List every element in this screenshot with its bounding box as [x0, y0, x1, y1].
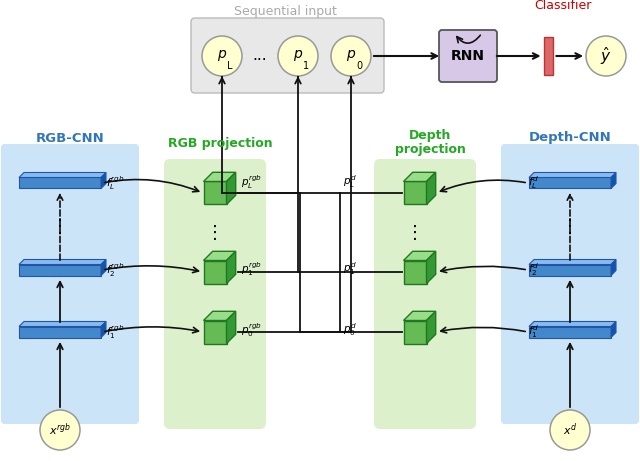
Bar [19, 177, 101, 189]
Polygon shape [204, 251, 236, 260]
Polygon shape [227, 251, 236, 284]
Text: $p_L^{d}$: $p_L^{d}$ [343, 174, 356, 190]
Text: $x^{rgb}$: $x^{rgb}$ [49, 422, 71, 438]
Bar [19, 326, 101, 337]
Text: $\hat{y}$: $\hat{y}$ [600, 45, 612, 67]
Polygon shape [426, 311, 436, 343]
Polygon shape [101, 260, 106, 276]
FancyBboxPatch shape [1, 144, 139, 424]
Text: ⋮: ⋮ [406, 224, 424, 242]
Bar [543, 37, 552, 75]
Bar [529, 326, 611, 337]
Polygon shape [529, 321, 616, 326]
Bar [529, 265, 611, 276]
Text: $p_0^{d}$: $p_0^{d}$ [343, 322, 356, 338]
Circle shape [550, 410, 590, 450]
Text: $f_L^{rgb}$: $f_L^{rgb}$ [106, 174, 124, 192]
Bar [19, 265, 101, 276]
Polygon shape [426, 251, 436, 284]
Polygon shape [403, 172, 436, 182]
Circle shape [202, 36, 242, 76]
Text: $f_2^{rgb}$: $f_2^{rgb}$ [106, 261, 124, 279]
Text: $\mathit{p}$: $\mathit{p}$ [346, 48, 356, 64]
Text: $f_1^{rgb}$: $f_1^{rgb}$ [106, 323, 124, 341]
Bar [529, 177, 611, 189]
Circle shape [331, 36, 371, 76]
FancyBboxPatch shape [501, 144, 639, 424]
Polygon shape [611, 172, 616, 189]
Polygon shape [426, 172, 436, 205]
FancyBboxPatch shape [374, 159, 476, 429]
Text: 0: 0 [356, 61, 362, 71]
Bar [403, 320, 426, 343]
Bar [204, 182, 227, 205]
Text: $p_L^{rgb}$: $p_L^{rgb}$ [241, 173, 262, 191]
FancyBboxPatch shape [164, 159, 266, 429]
Text: $f_L^{d}$: $f_L^{d}$ [528, 175, 539, 191]
Text: ⋮: ⋮ [206, 224, 224, 242]
Text: Depth: Depth [409, 130, 451, 142]
Polygon shape [101, 321, 106, 337]
Text: Classifier: Classifier [534, 0, 592, 12]
Text: 1: 1 [303, 61, 309, 71]
Polygon shape [204, 311, 236, 320]
Text: ...: ... [253, 48, 268, 64]
Text: RGB-CNN: RGB-CNN [36, 131, 104, 144]
Circle shape [40, 410, 80, 450]
Text: ⋮: ⋮ [51, 218, 69, 236]
Polygon shape [529, 172, 616, 177]
FancyBboxPatch shape [191, 18, 384, 93]
Text: $f_1^{d}$: $f_1^{d}$ [528, 324, 539, 340]
Text: $\mathit{p}$: $\mathit{p}$ [293, 48, 303, 64]
Text: RGB projection: RGB projection [168, 136, 272, 149]
Polygon shape [403, 311, 436, 320]
Polygon shape [611, 260, 616, 276]
Text: Depth-CNN: Depth-CNN [529, 131, 611, 144]
FancyBboxPatch shape [439, 30, 497, 82]
Polygon shape [403, 251, 436, 260]
Text: projection: projection [395, 143, 465, 156]
Text: ⋮: ⋮ [561, 218, 579, 236]
Polygon shape [19, 172, 106, 177]
Polygon shape [19, 321, 106, 326]
Polygon shape [204, 172, 236, 182]
Text: $p_1^{rgb}$: $p_1^{rgb}$ [241, 260, 262, 278]
Text: Sequential input: Sequential input [234, 6, 337, 18]
Text: RNN: RNN [451, 49, 485, 63]
Polygon shape [611, 321, 616, 337]
Text: $x^d$: $x^d$ [563, 422, 577, 438]
Bar [403, 260, 426, 284]
Bar [204, 320, 227, 343]
Polygon shape [101, 172, 106, 189]
Bar [204, 260, 227, 284]
Text: L: L [227, 61, 232, 71]
Polygon shape [529, 260, 616, 265]
Circle shape [586, 36, 626, 76]
Bar [403, 182, 426, 205]
Text: $\mathit{p}$: $\mathit{p}$ [217, 48, 227, 64]
Circle shape [278, 36, 318, 76]
Polygon shape [227, 172, 236, 205]
Text: $p_1^{d}$: $p_1^{d}$ [343, 260, 356, 278]
Polygon shape [19, 260, 106, 265]
Text: $f_2^{d}$: $f_2^{d}$ [528, 261, 539, 278]
Text: $p_0^{rgb}$: $p_0^{rgb}$ [241, 321, 262, 339]
Polygon shape [227, 311, 236, 343]
